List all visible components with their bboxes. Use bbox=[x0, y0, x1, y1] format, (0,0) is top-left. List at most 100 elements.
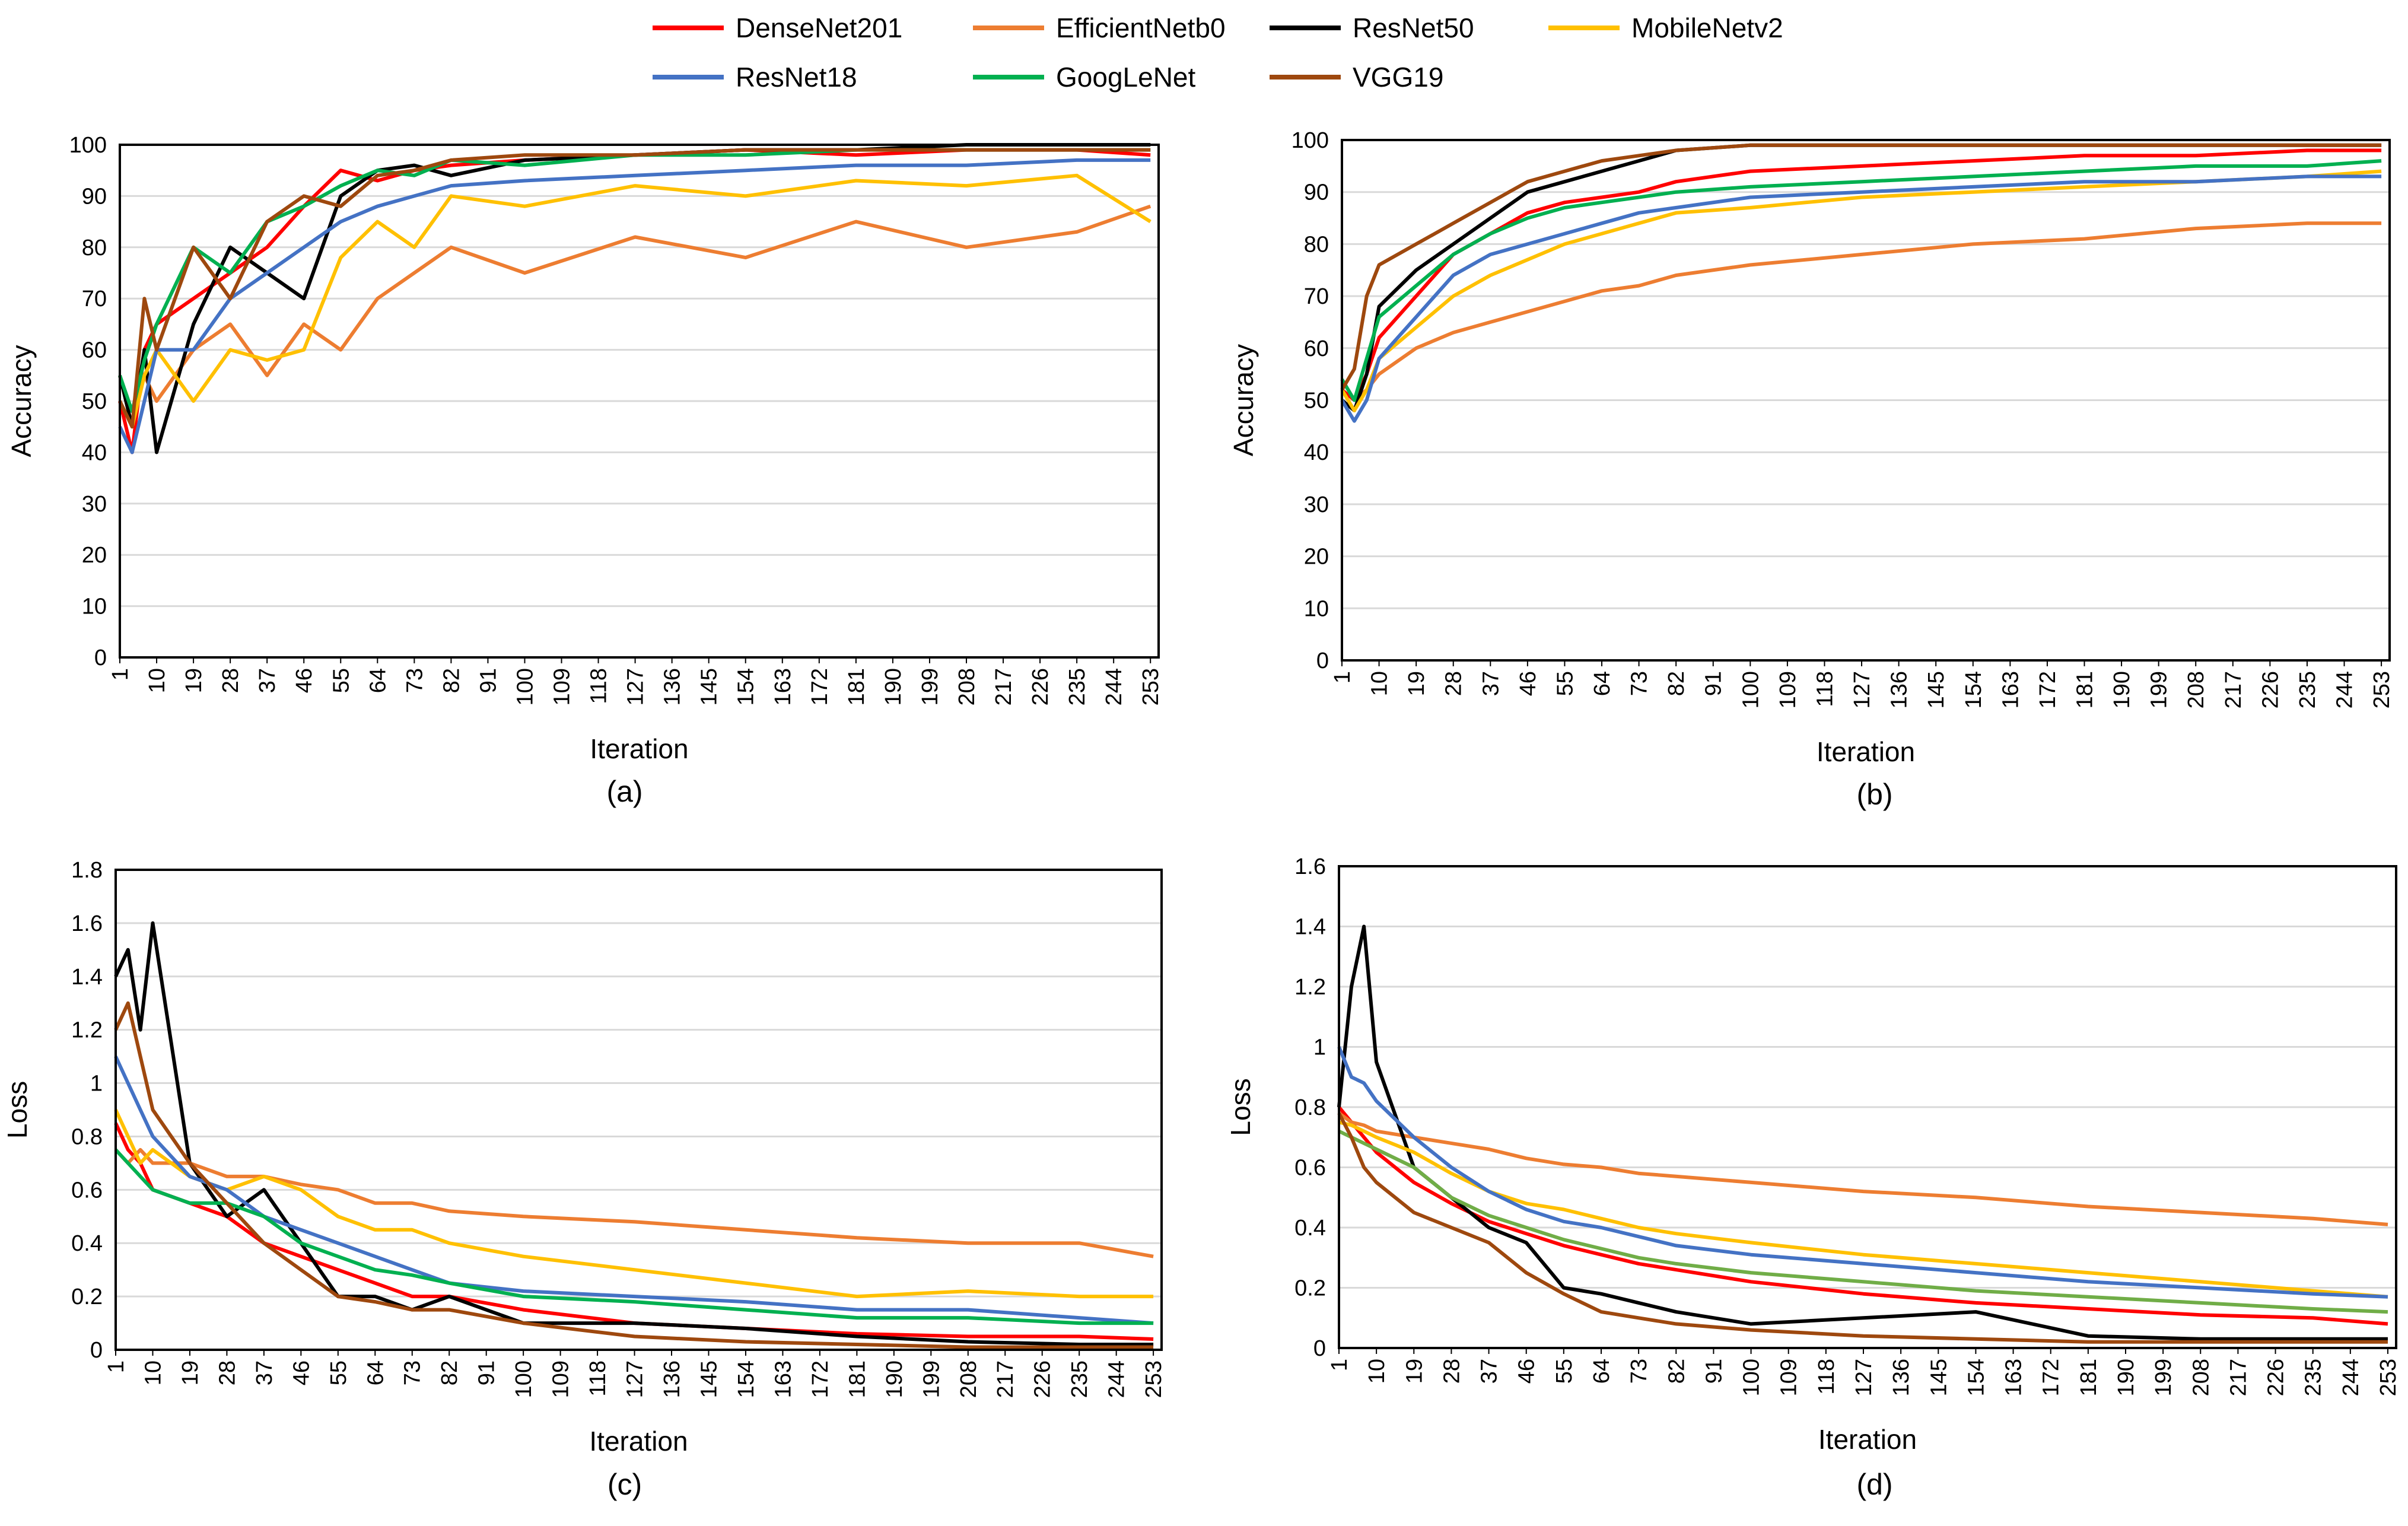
x-tick-label: 154 bbox=[734, 668, 759, 705]
x-tick-label: 64 bbox=[1590, 671, 1615, 696]
x-tick-label: 73 bbox=[1627, 671, 1652, 696]
legend-label: EfficientNetb0 bbox=[1056, 12, 1226, 43]
legend-label: VGG19 bbox=[1353, 62, 1443, 93]
x-tick-label: 136 bbox=[660, 1360, 685, 1398]
x-tick-label: 109 bbox=[1777, 1359, 1802, 1396]
series-line-efficientnetb0 bbox=[114, 1147, 1154, 1258]
series-line-vgg19 bbox=[1340, 143, 2382, 391]
x-tick-label: 226 bbox=[1028, 668, 1053, 705]
series-line-mobilenetv2 bbox=[118, 173, 1151, 429]
x-tick-label: 82 bbox=[439, 668, 464, 693]
series-line-efficientnetb0 bbox=[1338, 1111, 2388, 1226]
x-tick-label: 190 bbox=[882, 1360, 907, 1398]
x-tick-label: 64 bbox=[365, 668, 390, 693]
y-tick-label: 70 bbox=[82, 287, 107, 311]
x-tick-label: 208 bbox=[2188, 1359, 2213, 1396]
y-tick-label: 1.6 bbox=[1294, 854, 1326, 879]
plot-frame bbox=[119, 144, 1160, 659]
x-tick-label: 244 bbox=[1105, 1360, 1130, 1398]
y-tick-label: 100 bbox=[1292, 128, 1329, 153]
legend-item-mobilenetv2: MobileNetv2 bbox=[1548, 12, 1783, 43]
x-tick-label: 100 bbox=[1739, 1359, 1764, 1396]
x-tick-label: 127 bbox=[624, 668, 648, 705]
x-tick-label: 154 bbox=[1964, 1359, 1989, 1396]
y-tick-label: 90 bbox=[82, 184, 107, 209]
x-tick-label: 109 bbox=[549, 1360, 574, 1398]
series-line-resnet18 bbox=[1340, 174, 2382, 423]
x-tick-label: 127 bbox=[1852, 1359, 1876, 1396]
y-tick-label: 0.8 bbox=[71, 1124, 103, 1149]
x-axis-label: Iteration bbox=[1817, 736, 1915, 767]
y-tick-label: 0.6 bbox=[71, 1178, 103, 1203]
y-tick-label: 90 bbox=[1304, 180, 1329, 205]
x-tick-label: 109 bbox=[1776, 671, 1801, 708]
x-tick-label: 118 bbox=[1812, 671, 1837, 707]
x-tick-label: 190 bbox=[2110, 671, 2135, 708]
series-line-densenet201 bbox=[114, 1122, 1154, 1341]
chart-c: 0 0.2 0.4 0.6 0.8 1 1.2 1.4 1.6 1.8 1 10 19 28 37 46 55 6… bbox=[2, 858, 1166, 1501]
series-line-googlenet bbox=[1338, 1129, 2388, 1314]
x-tick-label: 28 bbox=[218, 668, 243, 693]
x-tick-label: 181 bbox=[2076, 1359, 2101, 1396]
x-tick-label: 244 bbox=[1102, 668, 1127, 705]
panel-label: (c) bbox=[607, 1468, 642, 1501]
x-tick-label: 199 bbox=[919, 1360, 944, 1398]
x-tick-label: 55 bbox=[1553, 671, 1577, 696]
series-line-mobilenetv2 bbox=[1340, 169, 2382, 412]
x-tick-label: 163 bbox=[1998, 671, 2023, 708]
y-tick-label: 60 bbox=[1304, 336, 1329, 361]
x-tick-label: 91 bbox=[1701, 1359, 1726, 1384]
x-tick-label: 109 bbox=[550, 668, 575, 705]
x-tick-label: 91 bbox=[1701, 671, 1726, 696]
panel-label: (a) bbox=[606, 775, 642, 808]
x-tick-label: 37 bbox=[252, 1360, 277, 1385]
x-tick-label: 28 bbox=[1442, 671, 1467, 696]
x-tick-label: 217 bbox=[2221, 671, 2246, 708]
x-tick-label: 73 bbox=[1627, 1359, 1652, 1384]
x-tick-label: 100 bbox=[511, 1360, 536, 1398]
series-line-densenet201 bbox=[1341, 148, 2382, 402]
x-tick-label: 91 bbox=[475, 1360, 500, 1385]
x-tick-label: 46 bbox=[1516, 671, 1541, 696]
x-tick-label: 199 bbox=[2151, 1359, 2176, 1396]
legend-item-resnet50: ResNet50 bbox=[1270, 12, 1474, 43]
x-axis-label: Iteration bbox=[589, 1426, 688, 1457]
legend: DenseNet201 EfficientNetb0 ResNet50 MobileN… bbox=[653, 12, 1783, 93]
x-tick-label: 19 bbox=[178, 1360, 203, 1385]
x-tick-label: 217 bbox=[993, 1360, 1018, 1398]
y-tick-label: 20 bbox=[1304, 545, 1329, 570]
series-line-resnet50 bbox=[1337, 924, 2388, 1341]
x-tick-label: 181 bbox=[2072, 671, 2097, 708]
y-tick-label: 0 bbox=[94, 646, 107, 670]
y-tick-label: 50 bbox=[1304, 389, 1329, 414]
x-tick-label: 28 bbox=[215, 1360, 240, 1385]
y-axis-label: Loss bbox=[2, 1081, 33, 1139]
x-tick-label: 55 bbox=[329, 668, 354, 693]
x-tick-label: 190 bbox=[2114, 1359, 2139, 1396]
series-line-resnet50 bbox=[1341, 143, 2382, 412]
x-tick-label: 100 bbox=[1738, 671, 1763, 708]
y-tick-label: 1.2 bbox=[1294, 975, 1326, 1000]
x-tick-label: 217 bbox=[2226, 1359, 2251, 1396]
y-tick-label: 1.8 bbox=[71, 858, 103, 883]
x-tick-label: 172 bbox=[807, 668, 832, 705]
y-tick-label: 0 bbox=[90, 1338, 103, 1363]
legend-label: DenseNet201 bbox=[736, 12, 902, 43]
x-tick-label: 46 bbox=[292, 668, 317, 693]
x-tick-label: 1 bbox=[108, 668, 133, 681]
y-tick-label: 20 bbox=[82, 543, 107, 568]
x-tick-label: 235 bbox=[1067, 1360, 1092, 1398]
x-tick-label: 82 bbox=[1664, 1359, 1689, 1384]
x-tick-label: 235 bbox=[2295, 671, 2320, 708]
x-tick-label: 163 bbox=[771, 668, 796, 705]
y-tick-label: 60 bbox=[82, 338, 107, 363]
y-tick-label: 0 bbox=[1316, 648, 1329, 673]
x-tick-label: 253 bbox=[1141, 1360, 1166, 1398]
x-tick-label: 208 bbox=[955, 668, 979, 705]
y-tick-label: 40 bbox=[82, 440, 107, 465]
x-tick-label: 226 bbox=[2258, 671, 2283, 708]
x-tick-label: 127 bbox=[1850, 671, 1875, 708]
x-tick-label: 19 bbox=[182, 668, 206, 693]
x-tick-label: 199 bbox=[918, 668, 943, 705]
